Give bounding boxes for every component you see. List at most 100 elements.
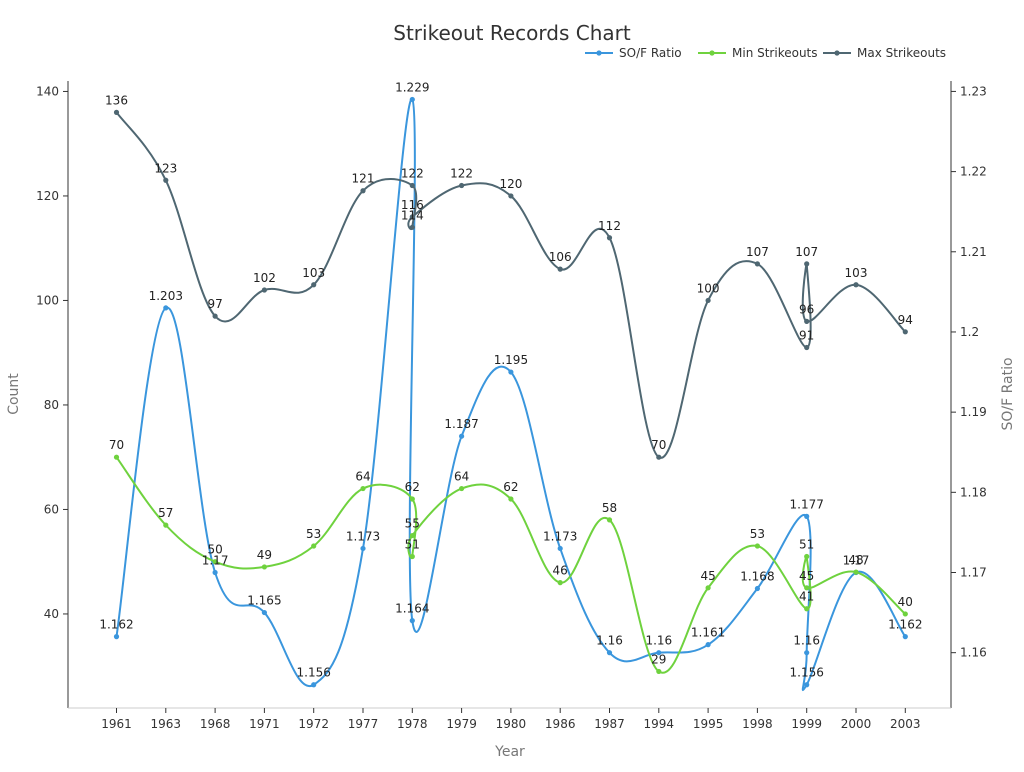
max-strikeouts-data-label: 136 — [105, 93, 128, 107]
min-strikeouts-point — [261, 564, 267, 570]
right-y-tick-label: 1.17 — [960, 565, 987, 579]
max-strikeouts-data-label: 123 — [154, 161, 177, 175]
max-strikeouts-point — [360, 188, 366, 194]
min-strikeouts-data-label: 62 — [503, 480, 518, 494]
min-strikeouts-point — [656, 668, 662, 675]
min-strikeouts-point — [705, 585, 711, 591]
so-f-ratio-point — [113, 634, 120, 640]
right-y-tick-label: 1.19 — [960, 405, 987, 419]
right-y-axis-title: SO/F Ratio — [1000, 357, 1016, 430]
max-strikeouts-data-label: 121 — [352, 172, 375, 186]
so-f-ratio-data-label: 1.177 — [790, 497, 824, 511]
max-strikeouts-point — [113, 109, 120, 115]
left-y-tick-label: 80 — [44, 398, 59, 412]
max-strikeouts-line — [115, 111, 907, 459]
max-strikeouts-point — [311, 282, 317, 288]
max-strikeouts-data-label: 103 — [845, 266, 868, 280]
min-strikeouts-data-label: 57 — [158, 506, 173, 520]
so-f-ratio-point — [804, 513, 810, 519]
max-strikeouts-point — [212, 313, 218, 319]
min-strikeouts-data-label: 70 — [109, 438, 124, 452]
max-strikeouts-data-label: 107 — [795, 245, 818, 259]
max-strikeouts-point — [656, 454, 662, 460]
min-strikeouts-point — [804, 606, 810, 612]
so-f-ratio-data-label: 1.161 — [691, 626, 725, 640]
min-strikeouts-point — [409, 553, 415, 560]
left-y-tick-label: 140 — [36, 84, 59, 98]
so-f-ratio-point — [606, 650, 613, 656]
right-y-axis-ticks: 1.16 1.17 1.18 1.19 1.2 1.21 1.22 1.23 — [951, 84, 987, 660]
max-strikeouts-data-label: 112 — [598, 219, 621, 233]
so-f-ratio-point — [508, 369, 514, 375]
so-f-ratio-data-label: 1.16 — [596, 634, 623, 648]
min-strikeouts-point — [113, 454, 120, 460]
so-f-ratio-line — [115, 98, 907, 692]
max-strikeouts-point — [804, 318, 810, 324]
x-tick-label: 1977 — [348, 717, 379, 731]
max-strikeouts-point — [409, 224, 415, 230]
so-f-ratio-data-label: 1.173 — [346, 529, 380, 543]
so-f-ratio-point — [409, 618, 415, 624]
max-strikeouts-point — [409, 214, 415, 220]
x-tick-label: 1995 — [693, 717, 724, 731]
x-tick-label: 2000 — [841, 717, 872, 731]
max-strikeouts-data-label: 94 — [898, 313, 913, 327]
x-axis-ticks: 1961 1963 1968 1971 1972 1977 1978 1979 1980 1986… — [101, 708, 921, 731]
so-f-ratio-point — [902, 634, 908, 640]
min-strikeouts-point — [754, 543, 761, 549]
min-strikeouts-data-label: 29 — [651, 652, 666, 666]
min-strikeouts-data-label: 46 — [553, 564, 568, 578]
min-strikeouts-data-label: 58 — [602, 501, 617, 515]
min-strikeouts-data-label: 51 — [799, 537, 814, 551]
left-y-axis-title: Count — [6, 373, 22, 415]
max-strikeouts-data-label: 106 — [549, 250, 572, 264]
right-y-tick-label: 1.21 — [960, 245, 987, 259]
axes — [67, 81, 952, 709]
left-y-tick-label: 40 — [44, 607, 59, 621]
min-strikeouts-point — [853, 569, 859, 575]
min-strikeouts-legend-marker — [709, 50, 715, 56]
min-strikeouts-line — [115, 456, 906, 674]
so-f-ratio-point — [804, 650, 810, 656]
so-f-ratio-legend-label: SO/F Ratio — [619, 46, 682, 60]
max-strikeouts-data-label: 70 — [651, 438, 666, 452]
left-y-tick-label: 120 — [36, 189, 59, 203]
max-strikeouts-legend-marker — [834, 50, 840, 56]
min-strikeouts-point — [311, 543, 317, 549]
x-tick-label: 1994 — [644, 717, 675, 731]
x-tick-label: 1971 — [249, 717, 280, 731]
min-strikeouts-point — [360, 485, 366, 492]
min-strikeouts-data-label: 40 — [898, 595, 913, 609]
so-f-ratio-point — [360, 545, 366, 552]
so-f-ratio-point — [409, 96, 415, 103]
max-strikeouts-point — [409, 182, 415, 189]
max-strikeouts-data-label: 102 — [253, 271, 276, 285]
so-f-ratio-legend-marker — [596, 50, 602, 56]
x-tick-label: 1972 — [298, 717, 329, 731]
min-strikeouts-legend-label: Min Strikeouts — [732, 46, 818, 60]
so-f-ratio-point — [557, 545, 563, 552]
left-y-tick-label: 60 — [44, 502, 59, 516]
x-axis-title: Year — [494, 744, 525, 760]
so-f-ratio-point — [459, 433, 465, 439]
max-strikeouts-data-label: 116 — [401, 198, 424, 212]
max-strikeouts-data-label: 120 — [499, 177, 522, 191]
x-tick-label: 1968 — [200, 717, 231, 731]
so-f-ratio-point — [705, 642, 711, 648]
so-f-ratio-data-label: 1.203 — [149, 289, 183, 303]
min-strikeouts-point — [212, 559, 218, 565]
min-strikeouts-point — [409, 496, 415, 502]
max-strikeouts-data-label: 97 — [207, 297, 222, 311]
series-data-labels: 1.1621.2031.171.1651.1561.1731.2291.1641… — [99, 80, 922, 679]
series-points — [113, 96, 908, 688]
min-strikeouts-data-label: 49 — [257, 548, 272, 562]
so-f-ratio-point — [261, 609, 267, 616]
min-strikeouts-data-label: 51 — [405, 537, 420, 551]
so-f-ratio-point — [804, 682, 810, 688]
min-strikeouts-data-label: 64 — [454, 470, 469, 484]
min-strikeouts-data-label: 48 — [848, 553, 863, 567]
max-strikeouts-legend-label: Max Strikeouts — [857, 46, 946, 60]
so-f-ratio-data-label: 1.156 — [297, 666, 331, 680]
min-strikeouts-point — [459, 485, 465, 492]
